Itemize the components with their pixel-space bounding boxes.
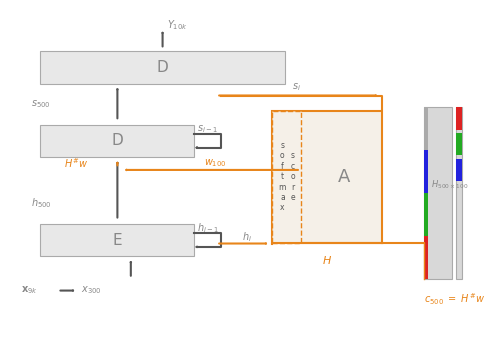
Text: $H_{500\times100}$: $H_{500\times100}$: [430, 178, 468, 191]
Bar: [424, 150, 428, 193]
Text: $Y_{10k}$: $Y_{10k}$: [168, 18, 188, 32]
Text: $H$: $H$: [322, 254, 332, 266]
Text: $h_i$: $h_i$: [242, 230, 252, 244]
Bar: [456, 108, 462, 279]
Text: E: E: [112, 233, 122, 248]
Text: $w_{100}$: $w_{100}$: [204, 157, 227, 169]
Bar: [272, 111, 382, 243]
Bar: [424, 108, 452, 279]
Bar: [40, 125, 194, 157]
Bar: [456, 133, 462, 155]
Bar: [272, 111, 301, 243]
Text: s
o
f
t
m
a
x: s o f t m a x: [278, 141, 286, 213]
Text: $x_{300}$: $x_{300}$: [80, 285, 101, 296]
Text: $H^{\#}w$: $H^{\#}w$: [64, 157, 88, 170]
Text: $s_i$: $s_i$: [292, 81, 301, 93]
Bar: [424, 193, 428, 236]
Text: D: D: [156, 60, 168, 75]
Text: A: A: [338, 168, 350, 186]
Text: $s_{500}$: $s_{500}$: [30, 98, 50, 110]
Text: $\mathbf{x}_{9k}$: $\mathbf{x}_{9k}$: [21, 285, 38, 296]
Bar: [424, 108, 428, 150]
Text: s
c
o
r
e: s c o r e: [290, 151, 295, 202]
Text: $s_{i-1}$: $s_{i-1}$: [197, 123, 218, 135]
Bar: [40, 51, 284, 83]
Text: $h_{500}$: $h_{500}$: [30, 196, 52, 210]
Bar: [40, 224, 194, 256]
Bar: [456, 159, 462, 181]
Text: $h_{i-1}$: $h_{i-1}$: [197, 221, 219, 235]
Text: D: D: [112, 134, 124, 148]
Bar: [456, 108, 462, 130]
Text: $c_{500}\ =\ H^{\#}w$: $c_{500}\ =\ H^{\#}w$: [424, 291, 485, 307]
Bar: [424, 236, 428, 279]
